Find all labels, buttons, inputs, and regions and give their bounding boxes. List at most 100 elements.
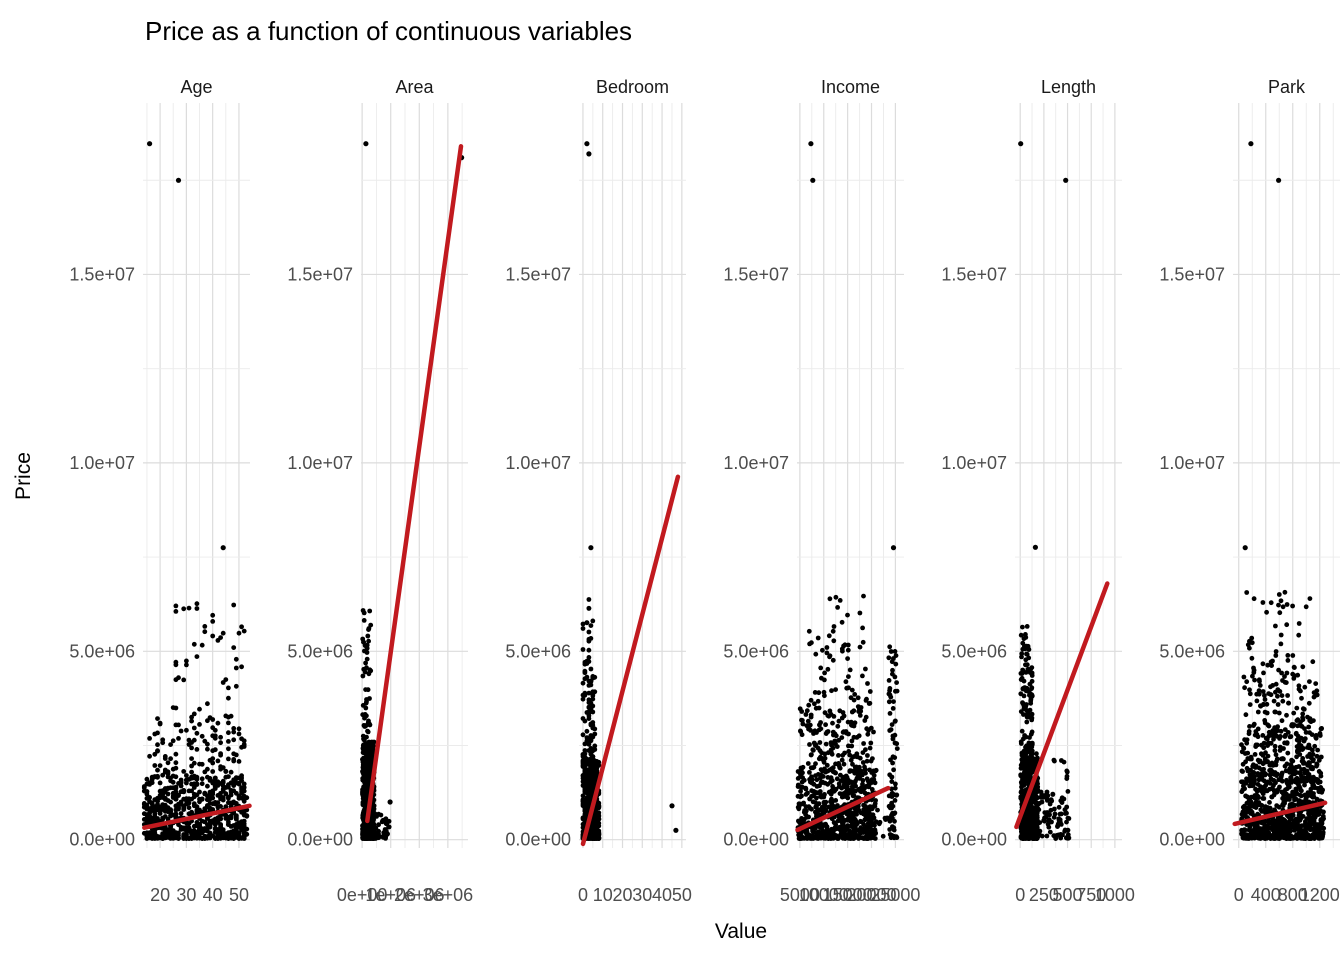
- data-point: [836, 753, 841, 758]
- data-point: [584, 790, 590, 796]
- y-tick-label: 0.0e+00: [723, 830, 789, 850]
- data-point: [212, 775, 218, 781]
- data-point: [1024, 662, 1030, 668]
- data-point: [833, 733, 839, 739]
- data-point: [890, 667, 895, 673]
- data-point: [210, 619, 216, 624]
- data-point: [841, 761, 847, 767]
- data-point: [1027, 690, 1033, 696]
- data-point: [226, 800, 231, 806]
- data-point: [800, 764, 806, 770]
- data-point: [860, 750, 866, 755]
- data-point: [1046, 824, 1052, 830]
- data-point: [373, 836, 378, 841]
- data-point: [1318, 825, 1324, 831]
- x-tick-label: 500: [1053, 885, 1083, 905]
- data-point: [1285, 824, 1291, 830]
- data-point: [226, 756, 231, 762]
- data-point: [823, 741, 829, 747]
- data-point: [181, 804, 187, 810]
- data-point: [168, 785, 174, 791]
- data-point: [1052, 758, 1057, 764]
- data-point: [1250, 830, 1256, 835]
- data-point: [1320, 813, 1326, 819]
- data-point: [815, 772, 821, 777]
- data-point-outlier: [147, 141, 153, 147]
- data-point: [210, 779, 216, 785]
- data-point: [861, 593, 866, 599]
- facet-strip-label: Bedroom: [596, 77, 669, 97]
- x-tick-label: 20000: [846, 885, 896, 905]
- data-point: [855, 773, 861, 779]
- data-point: [827, 654, 832, 660]
- data-point: [364, 656, 370, 662]
- data-point: [803, 785, 809, 791]
- x-tick-label: 25000: [870, 885, 920, 905]
- y-axis-title: Price: [12, 452, 35, 500]
- data-point: [846, 674, 851, 679]
- data-point: [207, 776, 213, 781]
- data-point: [1048, 797, 1054, 802]
- y-tick-label: 1.0e+07: [69, 453, 135, 473]
- data-point: [1273, 824, 1278, 829]
- data-point: [804, 723, 810, 729]
- data-point: [859, 789, 864, 795]
- x-tick-label: 30: [176, 885, 196, 905]
- data-point: [798, 788, 803, 794]
- data-point: [1044, 798, 1050, 803]
- data-point: [1020, 776, 1026, 782]
- data-point: [823, 769, 829, 775]
- data-point: [1282, 835, 1287, 840]
- data-point: [181, 796, 187, 802]
- data-point: [817, 722, 822, 728]
- data-point: [890, 706, 896, 711]
- data-point-outlier: [1063, 177, 1069, 183]
- data-point: [1026, 817, 1031, 823]
- data-point: [843, 679, 849, 685]
- data-point: [590, 748, 596, 754]
- data-point: [861, 826, 867, 831]
- y-tick-label: 5.0e+06: [941, 641, 1007, 661]
- facet-strip-label: Income: [821, 77, 880, 97]
- data-point: [202, 791, 208, 797]
- data-point: [894, 834, 899, 840]
- data-point: [584, 710, 590, 715]
- data-point: [890, 824, 895, 829]
- data-point: [162, 802, 168, 808]
- data-point: [233, 813, 239, 819]
- x-tick-label: 2e+06: [394, 885, 445, 905]
- data-point: [239, 775, 245, 781]
- data-point: [822, 801, 828, 807]
- data-point: [170, 738, 176, 744]
- data-point: [1242, 786, 1247, 792]
- data-point: [831, 820, 837, 825]
- data-point: [1246, 798, 1252, 804]
- data-point: [586, 629, 592, 635]
- x-tick-label: 50: [229, 885, 249, 905]
- data-point: [162, 756, 168, 761]
- data-point: [157, 811, 163, 816]
- data-point: [1272, 748, 1278, 753]
- data-point: [218, 830, 224, 836]
- data-point: [189, 718, 195, 724]
- data-point: [361, 666, 367, 672]
- data-point: [580, 793, 586, 799]
- data-point: [239, 827, 245, 833]
- data-point: [1313, 830, 1319, 836]
- data-point: [152, 751, 158, 757]
- data-point: [842, 828, 848, 834]
- data-point: [814, 777, 820, 783]
- data-point: [580, 626, 586, 631]
- data-point: [1021, 770, 1027, 776]
- data-point: [241, 833, 247, 839]
- data-point: [215, 819, 221, 825]
- data-point: [1038, 789, 1044, 795]
- data-point: [220, 680, 226, 685]
- data-point: [1028, 803, 1033, 809]
- data-point: [236, 726, 242, 732]
- data-point: [584, 804, 590, 809]
- data-point: [191, 641, 197, 647]
- data-point: [1027, 668, 1033, 674]
- data-point: [1312, 743, 1318, 749]
- data-point: [218, 740, 224, 746]
